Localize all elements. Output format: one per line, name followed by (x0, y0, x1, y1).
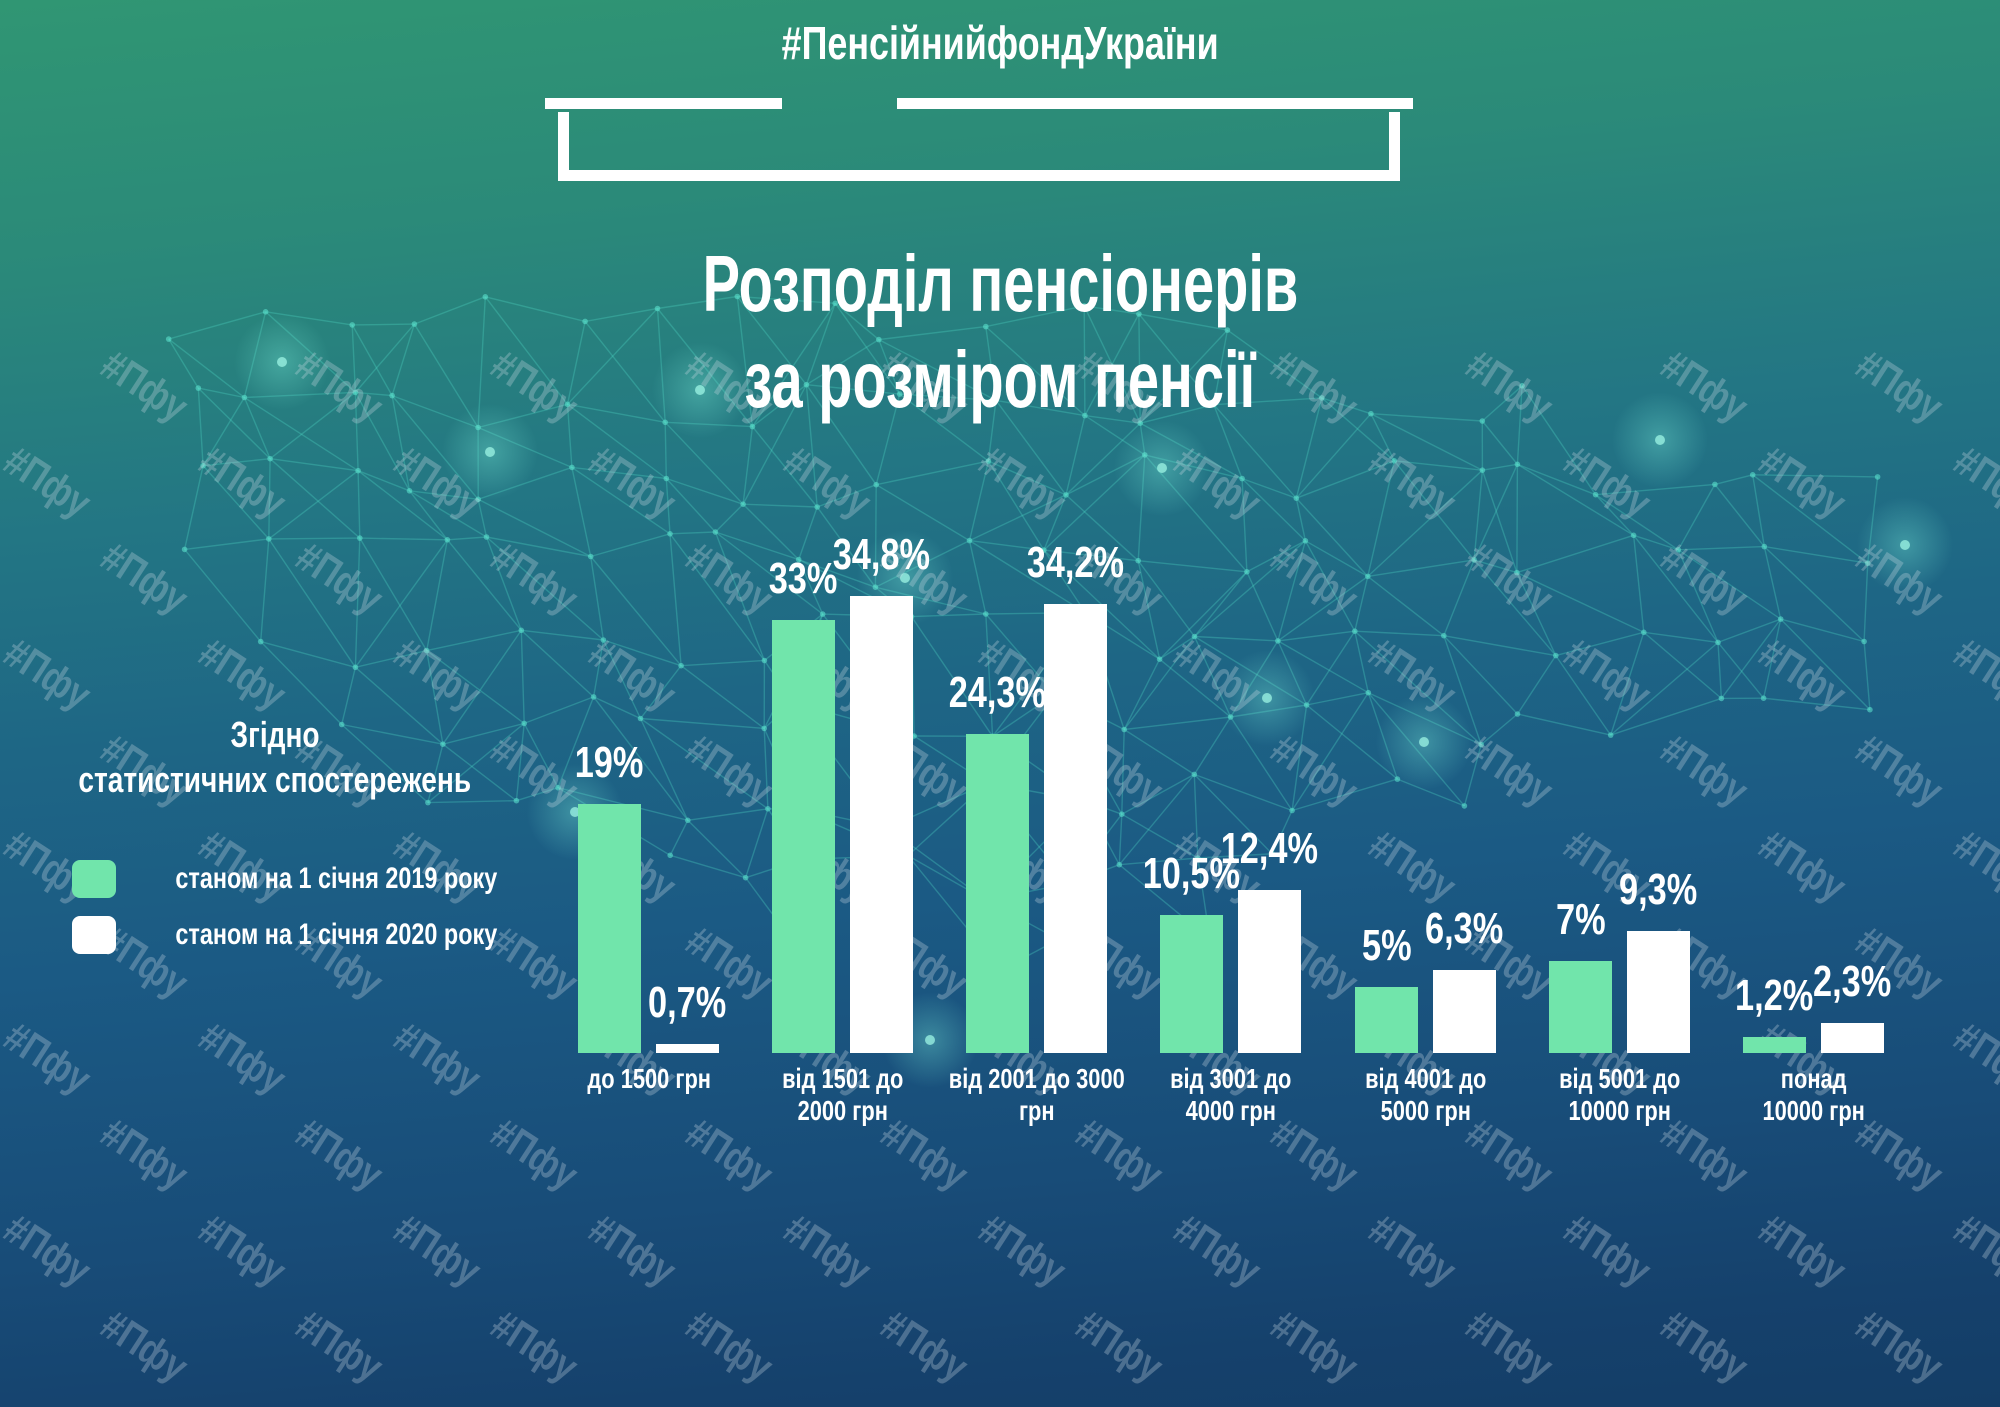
hashtag-text: #ПенсійнийфондУкраїни (781, 17, 1219, 69)
value-text: 1,2% (1735, 971, 1814, 1020)
title-line-2: за розміром пенсії (744, 335, 1256, 424)
chart-subtitle: Згідно статистичних спостережень (20, 712, 530, 802)
value-label-2019: 33% (704, 554, 904, 604)
category-label: від 2001 до 3000 грн (887, 1063, 1187, 1127)
title-line-1: Розподіл пенсіонерів (702, 239, 1298, 328)
frame-top-segment-right (897, 98, 1413, 109)
category-text: понад 10000 грн (1762, 1063, 1866, 1126)
frame-top-segment-left (545, 98, 782, 109)
category-text: від 2001 до 3000 грн (949, 1063, 1125, 1126)
bar-2019 (578, 804, 641, 1053)
value-label-2019: 10,5% (1092, 849, 1292, 899)
category-label: від 1501 до 2000 грн (693, 1063, 993, 1127)
value-text: 34,8% (832, 530, 931, 579)
legend-label-2019: станом на 1 січня 2019 року (175, 862, 498, 895)
subtitle-line-2: статистичних спостережень (78, 759, 472, 800)
value-label-2019: 19% (510, 738, 710, 788)
legend-swatch-2019 (72, 860, 116, 898)
bar-2020 (1433, 970, 1496, 1053)
category-text: до 1500 грн (587, 1063, 711, 1094)
value-text: 34,2% (1026, 538, 1125, 587)
value-text: 24,3% (948, 668, 1047, 717)
value-label-2020: 34,2% (976, 538, 1176, 588)
value-text: 19% (575, 738, 644, 787)
legend-swatch-2020 (72, 916, 116, 954)
category-text: від 1501 до 2000 грн (782, 1063, 904, 1126)
bar-2019 (1549, 961, 1612, 1053)
bar-2020 (1821, 1023, 1884, 1053)
value-label-2020: 2,3% (1753, 957, 1953, 1007)
category-text: від 4001 до 5000 грн (1365, 1063, 1487, 1126)
chart-title: Розподіл пенсіонерів за розміром пенсії (0, 236, 2000, 428)
value-label-2020: 12,4% (1170, 824, 1370, 874)
frame-body (558, 112, 1400, 181)
value-label-2019: 7% (1481, 895, 1681, 945)
bar-2020 (1044, 604, 1107, 1053)
hashtag-title: #ПенсійнийфондУкраїни (0, 16, 2000, 70)
value-label-2019: 24,3% (898, 668, 1098, 718)
legend-label-2020: станом на 1 січня 2020 року (175, 918, 498, 951)
category-label: від 3001 до 4000 грн (1081, 1063, 1381, 1127)
legend-item-2019: станом на 1 січня 2019 року (72, 860, 543, 898)
bar-2020 (1627, 931, 1690, 1053)
value-text: 10,5% (1142, 849, 1241, 898)
bar-2019 (1160, 915, 1223, 1053)
value-label-2020: 6,3% (1365, 904, 1565, 954)
category-label: від 4001 до 5000 грн (1276, 1063, 1576, 1127)
legend-item-2020: станом на 1 січня 2020 року (72, 916, 543, 954)
bar-2020 (1238, 890, 1301, 1053)
category-text: від 3001 до 4000 грн (1170, 1063, 1292, 1126)
bar-2019 (966, 734, 1029, 1053)
category-text: від 5001 до 10000 грн (1559, 1063, 1681, 1126)
value-text: 12,4% (1220, 824, 1319, 873)
value-label-2020: 34,8% (782, 530, 982, 580)
subtitle-line-1: Згідно (230, 714, 320, 755)
bar-2020 (850, 596, 913, 1053)
category-label: понад 10000 грн (1664, 1063, 1964, 1127)
value-text: 5% (1361, 921, 1412, 970)
value-text: 0,7% (648, 978, 727, 1027)
value-label-2019: 5% (1287, 921, 1487, 971)
value-text: 6,3% (1425, 904, 1504, 953)
legend: станом на 1 січня 2019 року станом на 1 … (72, 860, 543, 972)
value-text: 2,3% (1813, 957, 1892, 1006)
value-label-2020: 9,3% (1559, 865, 1759, 915)
bar-2019 (1743, 1037, 1806, 1053)
value-text: 33% (769, 554, 838, 603)
bar-2019 (772, 620, 835, 1053)
value-text: 7% (1555, 895, 1606, 944)
value-text: 9,3% (1619, 865, 1698, 914)
value-label-2020: 0,7% (588, 978, 788, 1028)
value-label-2019: 1,2% (1675, 971, 1875, 1021)
category-label: до 1500 грн (499, 1063, 799, 1095)
bar-2019 (1355, 987, 1418, 1053)
bar-2020 (656, 1044, 719, 1053)
category-label: від 5001 до 10000 грн (1470, 1063, 1770, 1127)
